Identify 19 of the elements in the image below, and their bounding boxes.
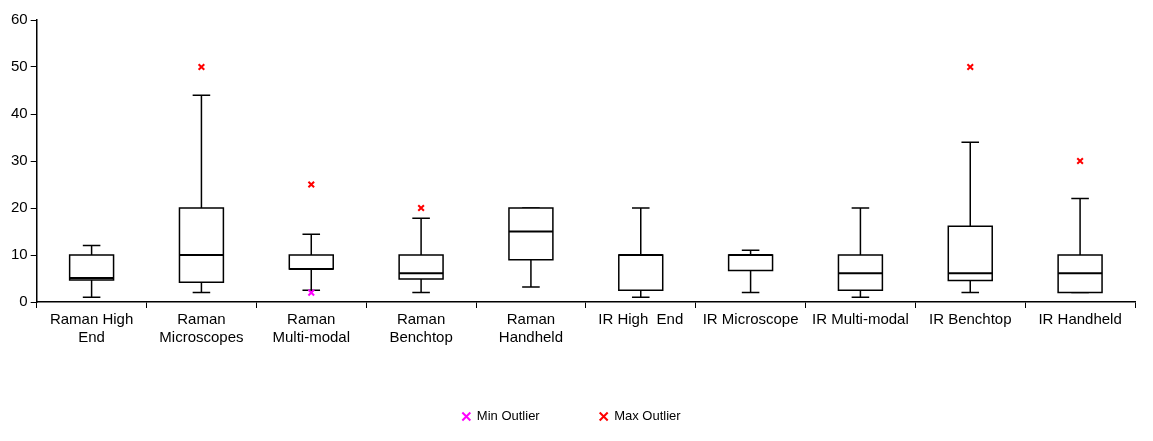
x-tick-label: IR Handheld (1038, 310, 1122, 328)
legend-label: Min Outlier (476, 408, 541, 424)
y-tick-label: 0 (19, 292, 28, 310)
y-tick-label: 60 (11, 10, 28, 28)
legend-label: Max Outlier (614, 408, 682, 424)
x-tick-label: IR Microscope (702, 310, 799, 328)
y-tick-label: 30 (11, 151, 28, 169)
y-tick-label: 40 (11, 104, 28, 122)
x-tick-label: Raman Multi-modal (272, 310, 351, 346)
x-tick-label: Raman Handheld (498, 310, 564, 346)
x-tick-label: IR High End (598, 310, 684, 328)
y-tick-label: 10 (11, 245, 28, 263)
y-tick-label: 20 (11, 198, 28, 216)
x-tick-label: Raman Benchtop (389, 310, 453, 346)
x-tick-label: IR Multi-modal (812, 310, 909, 328)
x-tick-label: Raman Microscopes (159, 310, 244, 346)
y-tick-label: 50 (11, 57, 28, 75)
x-tick-label: IR Benchtop (928, 310, 1012, 328)
x-tick-label: Raman High End (49, 310, 134, 346)
